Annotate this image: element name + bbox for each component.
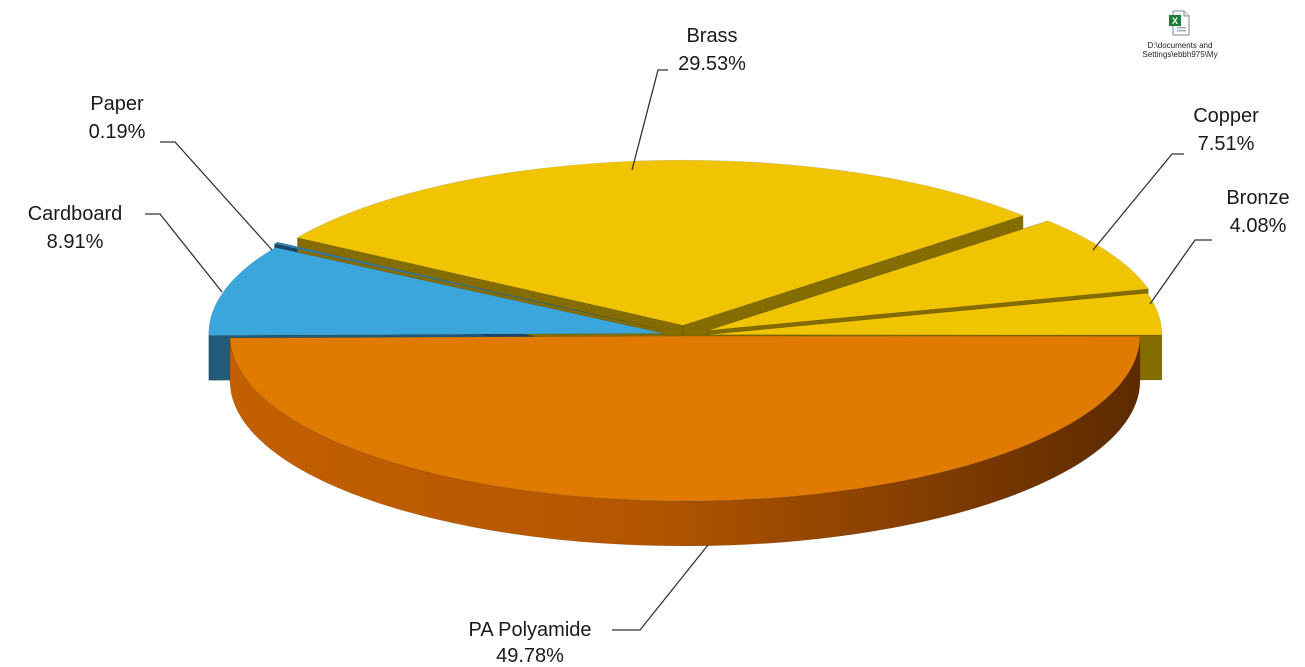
pie-slice-1	[208, 247, 664, 336]
slice-label-group-0: PA Polyamide 49.78%	[468, 544, 709, 667]
slice-label-group-3: Brass 29.53%	[631, 25, 746, 171]
slice-label-brass: Brass	[686, 25, 737, 47]
svg-text:X: X	[1172, 16, 1178, 26]
excel-file-icon: X	[1169, 10, 1190, 36]
slice-label-group-2: Paper 0.19%	[89, 93, 273, 251]
pie-side-0	[229, 336, 1141, 547]
pie-slice-0	[229, 335, 1141, 502]
pie-slice-2	[273, 241, 663, 331]
slice-label-pa-polyamide: PA Polyamide	[468, 619, 591, 641]
slice-value-paper: 0.19%	[89, 121, 146, 143]
leader-line-cardboard	[145, 213, 223, 293]
slice-label-copper: Copper	[1193, 105, 1259, 127]
leader-line-pa-polyamide	[612, 544, 709, 631]
slice-value-copper: 7.51%	[1198, 133, 1255, 155]
slice-value-pa-polyamide: 49.78%	[496, 645, 564, 667]
pie-slice-4	[707, 220, 1149, 331]
slice-value-brass: 29.53%	[678, 53, 746, 75]
leader-line-copper	[1092, 153, 1184, 251]
slice-label-group-5: Bronze 4.08%	[1149, 187, 1290, 305]
leader-line-bronze	[1149, 239, 1212, 305]
slice-label-group-4: Copper 7.51%	[1092, 105, 1259, 251]
slice-label-bronze: Bronze	[1226, 187, 1289, 209]
leader-line-brass	[631, 69, 668, 171]
slice-value-bronze: 4.08%	[1230, 215, 1287, 237]
pie-slice-5	[706, 292, 1163, 336]
embedded-file[interactable]: X D:\documents and Settings\ebbh975\My	[1120, 10, 1240, 59]
embedded-file-caption: D:\documents and Settings\ebbh975\My	[1142, 41, 1218, 59]
pie-slice-3	[296, 159, 1024, 326]
slice-label-group-1: Cardboard 8.91%	[28, 203, 223, 293]
slice-label-cardboard: Cardboard	[28, 203, 123, 225]
leader-line-paper	[160, 141, 273, 251]
slice-value-cardboard: 8.91%	[47, 231, 104, 253]
slice-label-paper: Paper	[90, 93, 144, 115]
